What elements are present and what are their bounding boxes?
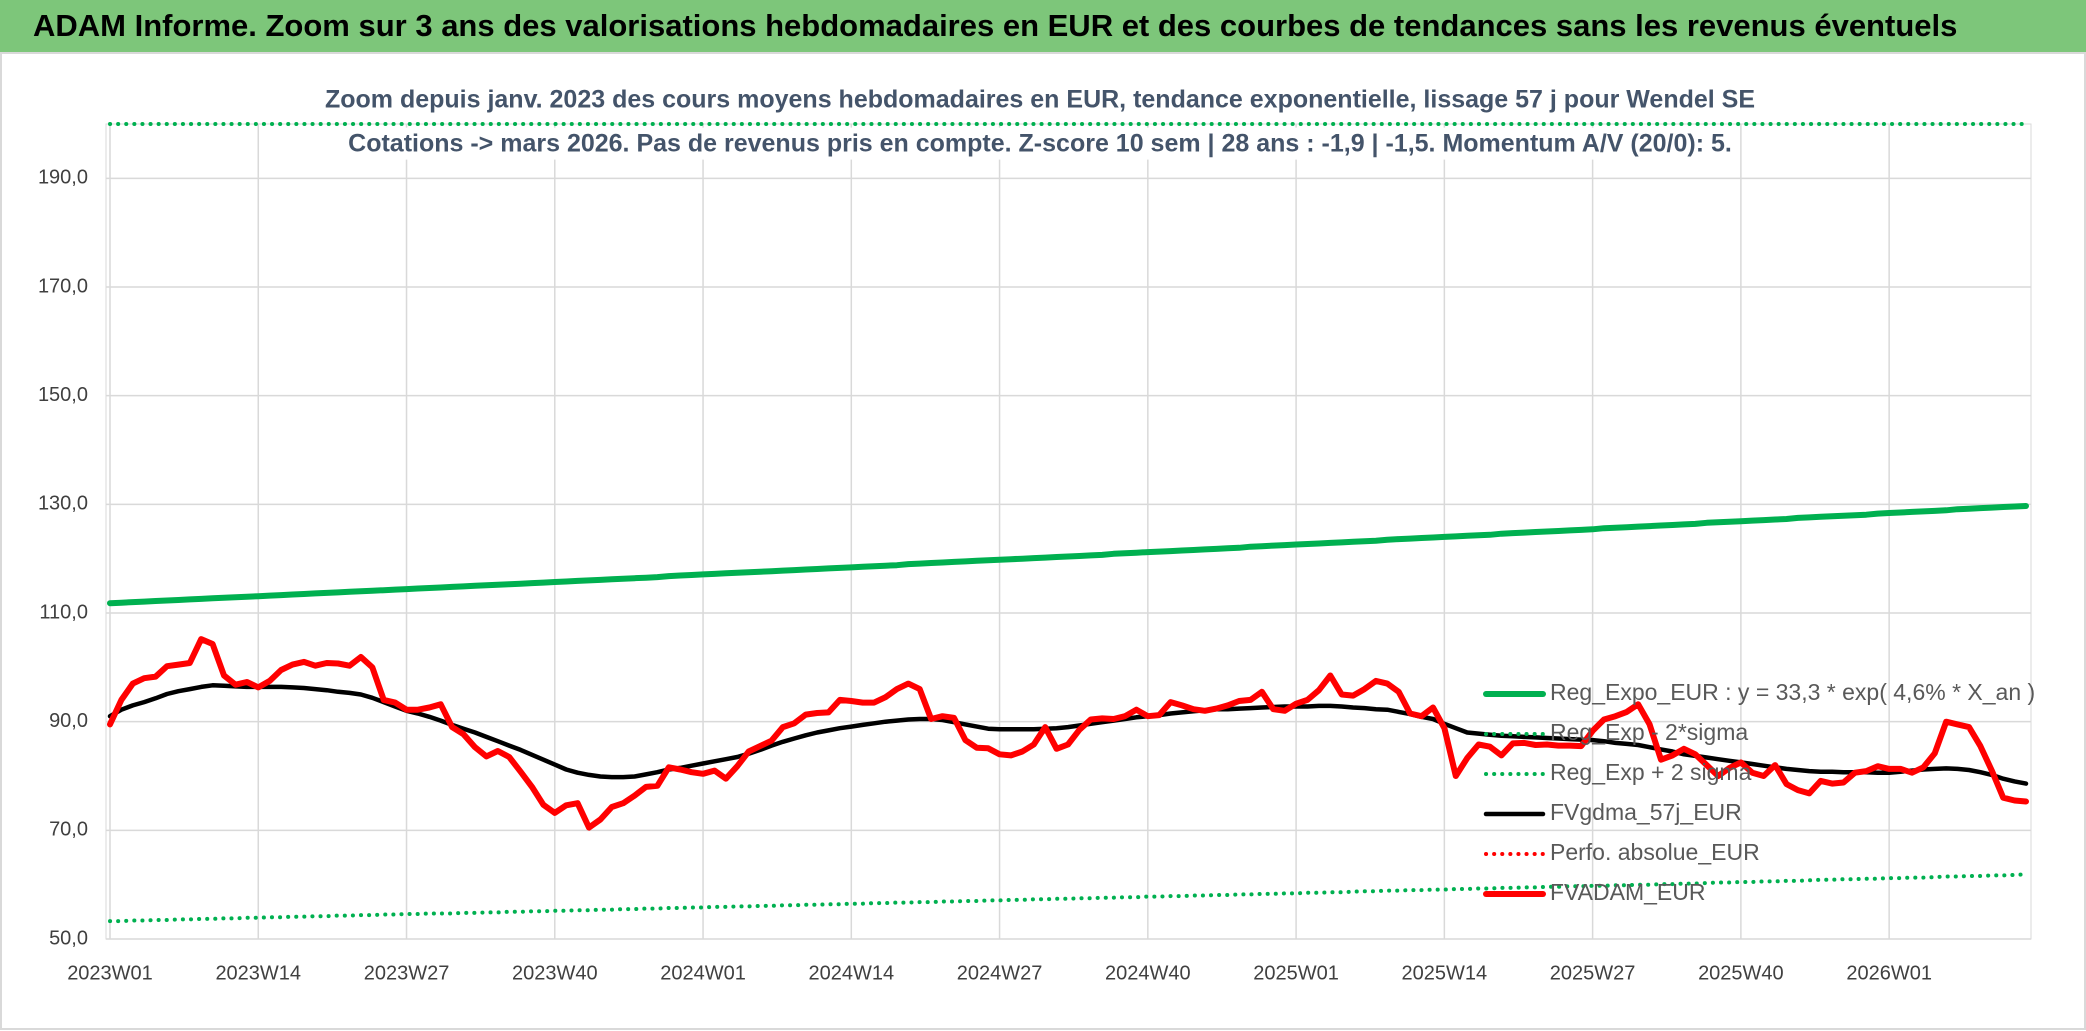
title-bar [0, 0, 2086, 53]
legend-label: Perfo. absolue_EUR [1550, 839, 1760, 865]
y-tick-label: 130,0 [38, 493, 88, 515]
x-tick-label: 2023W40 [512, 962, 598, 984]
series-line [107, 503, 2029, 607]
x-tick-label: 2025W14 [1402, 962, 1488, 984]
x-tick-label: 2026W01 [1846, 962, 1932, 984]
legend-label: FVgdma_57j_EUR [1550, 799, 1742, 825]
x-tick-label: 2024W14 [808, 962, 894, 984]
y-tick-label: 170,0 [38, 275, 88, 297]
legend-label: FVADAM_EUR [1550, 879, 1706, 905]
x-tick-label: 2025W27 [1550, 962, 1636, 984]
y-tick-label: 110,0 [39, 601, 88, 623]
y-tick-label: 70,0 [49, 819, 88, 841]
y-tick-label: 190,0 [38, 167, 88, 189]
chart-title: ADAM Informe. Zoom sur 3 ans des valoris… [33, 8, 1957, 43]
subtitle-background [318, 83, 1762, 116]
legend-label: Reg_Exp - 2*sigma [1550, 719, 1748, 745]
y-tick-label: 50,0 [49, 927, 88, 949]
x-tick-label: 2023W01 [67, 962, 153, 984]
legend-label: Reg_Expo_EUR : y = 33,3 * exp( 4,6% * X_… [1550, 679, 2035, 705]
x-tick-label: 2024W40 [1105, 962, 1191, 984]
y-tick-label: 150,0 [38, 384, 88, 406]
chart-subtitle: Zoom depuis janv. 2023 des cours moyens … [325, 86, 1755, 114]
series-line [107, 636, 2029, 831]
series-line [108, 872, 2028, 924]
x-tick-label: 2025W01 [1253, 962, 1339, 984]
x-tick-label: 2024W01 [660, 962, 746, 984]
y-tick-label: 90,0 [49, 710, 88, 732]
x-tick-label: 2025W40 [1698, 962, 1784, 984]
subtitle-background [342, 127, 1738, 160]
frame [0, 52, 2086, 1030]
chart-subtitle: Cotations -> mars 2026. Pas de revenus p… [348, 130, 1732, 158]
legend-label: Reg_Exp + 2 sigma [1550, 759, 1752, 785]
series-line [107, 683, 2029, 786]
x-tick-label: 2024W27 [957, 962, 1043, 984]
x-tick-label: 2023W14 [215, 962, 301, 984]
x-tick-label: 2023W27 [364, 962, 450, 984]
